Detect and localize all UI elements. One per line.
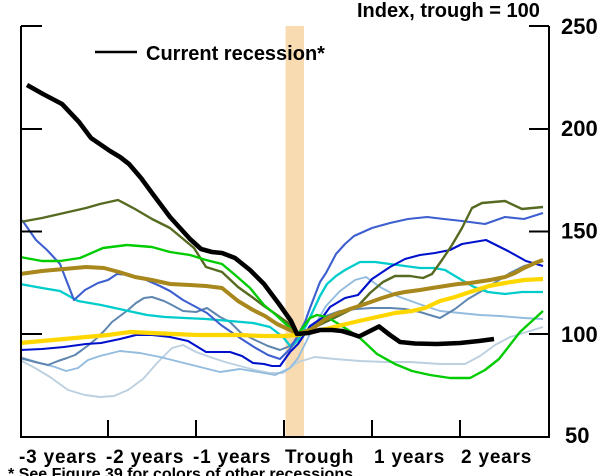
svg-text:Index, trough = 100: Index, trough = 100 [357,0,540,22]
svg-text:Trough: Trough [285,447,354,468]
svg-text:250: 250 [561,14,598,39]
svg-text:1 years: 1 years [374,447,445,468]
svg-text:150: 150 [561,219,598,244]
svg-text:* See Figure 39 for colors of: * See Figure 39 for colors of other rece… [8,466,353,476]
svg-text:50: 50 [565,423,589,448]
svg-text:200: 200 [561,116,598,141]
svg-text:2 years: 2 years [461,447,532,468]
svg-text:100: 100 [561,322,598,347]
svg-text:-1 years: -1 years [193,447,271,468]
svg-text:Current recession*: Current recession* [146,43,325,65]
svg-text:-2 years: -2 years [106,447,184,468]
svg-text:-3 years: -3 years [19,447,97,468]
